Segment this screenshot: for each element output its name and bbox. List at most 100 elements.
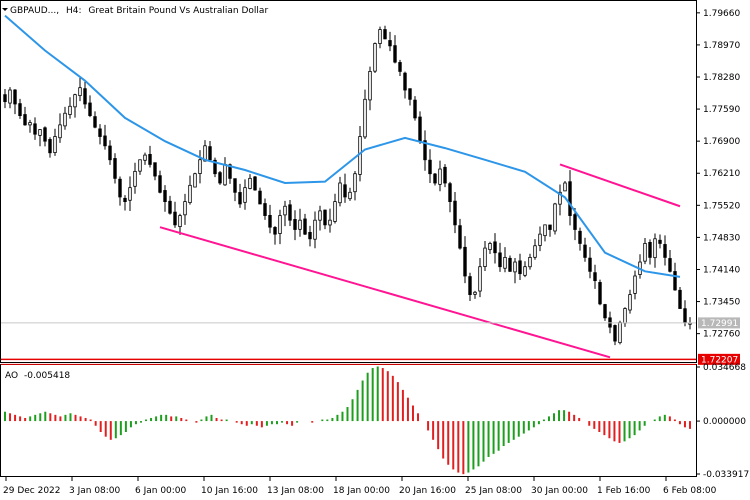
candle-body bbox=[558, 191, 562, 205]
candle-body bbox=[128, 187, 132, 201]
candle-body bbox=[143, 154, 147, 161]
candle bbox=[483, 240, 487, 272]
candle bbox=[533, 239, 537, 260]
candle bbox=[623, 307, 627, 327]
candle bbox=[433, 173, 437, 186]
candle bbox=[293, 210, 297, 241]
candle bbox=[198, 150, 202, 184]
candle bbox=[48, 137, 52, 158]
candle bbox=[548, 224, 552, 237]
candle-body bbox=[428, 159, 432, 175]
alert-price-label: 1.72207 bbox=[701, 355, 738, 365]
candle-body bbox=[553, 203, 557, 232]
time-tick-label: 1 Feb 16:00 bbox=[597, 486, 651, 496]
candle bbox=[298, 208, 302, 237]
candle bbox=[278, 209, 282, 245]
candle-body bbox=[313, 219, 317, 240]
candle-body bbox=[253, 176, 257, 191]
candle-body bbox=[378, 29, 382, 44]
candle-body bbox=[188, 184, 192, 204]
candle bbox=[128, 176, 132, 212]
ao-tick-label: 0.000000 bbox=[703, 417, 746, 427]
candle-body bbox=[603, 304, 607, 319]
candle-body bbox=[303, 218, 307, 235]
candle-body bbox=[48, 139, 52, 154]
candle bbox=[223, 157, 227, 186]
ao-histogram bbox=[4, 366, 691, 475]
candle bbox=[133, 162, 137, 194]
candle-body bbox=[438, 168, 442, 185]
candle bbox=[523, 261, 527, 278]
candle bbox=[203, 140, 207, 162]
candle bbox=[33, 117, 37, 140]
candle bbox=[553, 202, 557, 235]
candle-body bbox=[318, 210, 322, 221]
candle-body bbox=[388, 40, 392, 47]
candle-body bbox=[83, 88, 87, 105]
ao-name: AO bbox=[5, 371, 18, 381]
candle-body bbox=[258, 190, 262, 205]
candle bbox=[333, 193, 337, 224]
candle-body bbox=[68, 105, 72, 115]
candle-body bbox=[63, 112, 67, 127]
candle-body bbox=[663, 244, 667, 258]
candle bbox=[248, 174, 252, 190]
candle-body bbox=[178, 215, 182, 228]
candle bbox=[93, 111, 97, 129]
candle bbox=[208, 140, 212, 161]
candle bbox=[468, 272, 472, 302]
candle bbox=[253, 175, 257, 191]
candle bbox=[538, 226, 542, 252]
candle bbox=[268, 204, 272, 234]
candle-body bbox=[108, 145, 112, 161]
candle bbox=[603, 303, 607, 321]
candle bbox=[638, 254, 642, 279]
candle-body bbox=[523, 266, 527, 276]
candle-body bbox=[493, 241, 497, 254]
candle bbox=[448, 181, 452, 213]
trend-channel-line[interactable] bbox=[559, 163, 681, 208]
candle bbox=[543, 224, 547, 242]
price-tick-label: 1.76210 bbox=[703, 169, 740, 179]
candle-body bbox=[673, 271, 677, 291]
candle bbox=[418, 111, 422, 144]
time-tick-label: 18 Jan 00:00 bbox=[333, 486, 390, 496]
candles-layer bbox=[3, 25, 692, 346]
candle-body bbox=[3, 94, 7, 103]
candle bbox=[318, 205, 322, 231]
timeframe: H4: bbox=[66, 6, 82, 16]
candle bbox=[683, 300, 687, 327]
candle bbox=[343, 173, 347, 203]
candle bbox=[63, 106, 67, 130]
candle bbox=[18, 98, 22, 119]
trend-channel-line[interactable] bbox=[159, 226, 611, 359]
candle-body bbox=[88, 102, 92, 116]
candle-body bbox=[408, 88, 412, 100]
candle-body bbox=[58, 124, 62, 139]
candle bbox=[653, 233, 657, 268]
candle bbox=[353, 170, 357, 201]
candle-body bbox=[163, 190, 167, 202]
candle bbox=[618, 320, 622, 345]
candle bbox=[558, 184, 562, 216]
candle-body bbox=[463, 246, 467, 277]
candle-body bbox=[373, 43, 377, 72]
candle-body bbox=[273, 227, 277, 235]
candle bbox=[338, 176, 342, 207]
time-tick-label: 3 Jan 08:00 bbox=[69, 486, 121, 496]
symbol-description: Great Britain Pound Vs Australian Dollar bbox=[88, 6, 268, 16]
candle-body bbox=[8, 89, 12, 104]
candle-body bbox=[533, 245, 537, 258]
channel-layer bbox=[159, 163, 681, 359]
dropdown-triangle-icon[interactable] bbox=[2, 8, 8, 11]
candle-body bbox=[413, 99, 417, 119]
candle-body bbox=[113, 158, 117, 179]
candle-body bbox=[283, 205, 287, 216]
candle-body bbox=[28, 122, 32, 126]
candle-body bbox=[243, 187, 247, 203]
candle-body bbox=[18, 103, 22, 116]
candle bbox=[403, 71, 407, 99]
candle-body bbox=[453, 200, 457, 226]
candle-body bbox=[343, 184, 347, 198]
